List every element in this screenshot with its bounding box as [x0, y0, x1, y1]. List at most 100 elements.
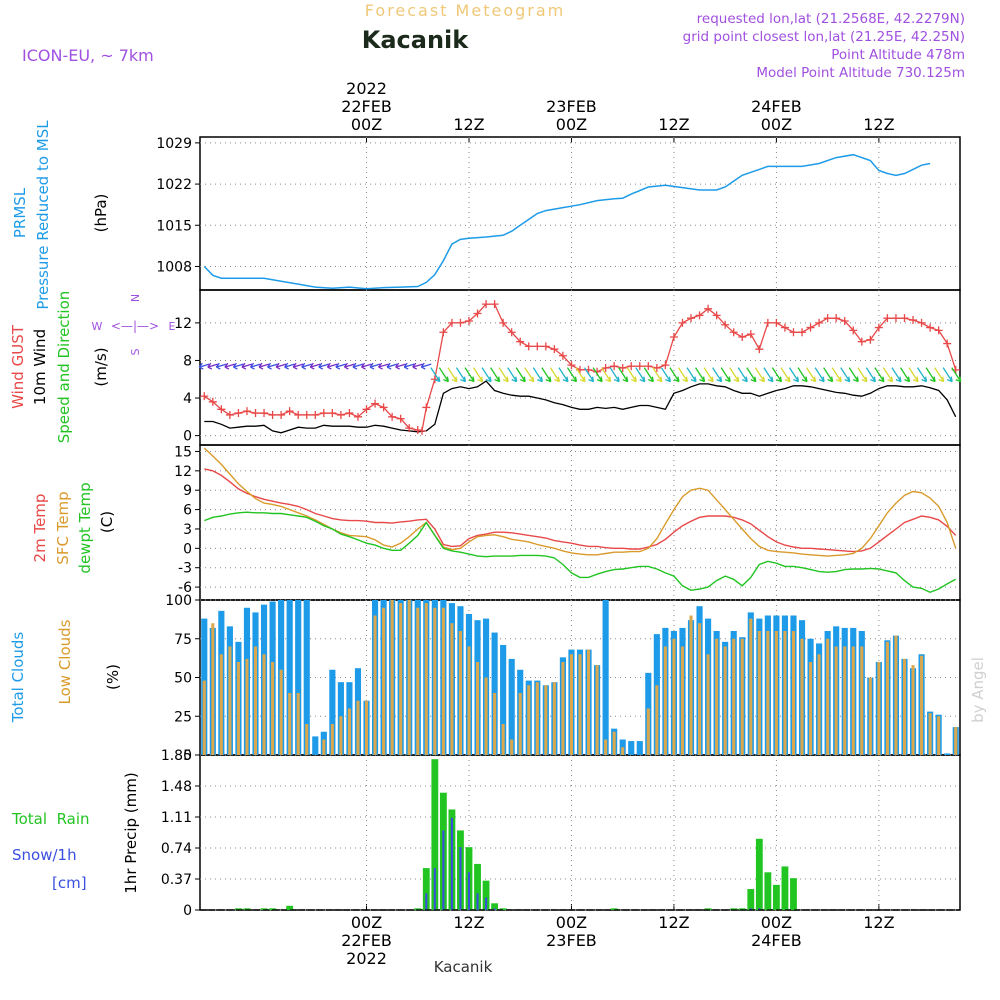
wind10m-line [204, 380, 957, 434]
top-time-label: 24FEB [751, 97, 802, 116]
gust-marker [789, 328, 798, 337]
low-cloud-bar [894, 635, 898, 755]
top-time-label: 00Z [556, 115, 587, 134]
low-cloud-bar [467, 646, 471, 755]
bottom-time-label: 12Z [863, 913, 894, 932]
svg-text:<—|—>: <—|—> [111, 319, 159, 333]
low-cloud-bar [271, 662, 275, 755]
low-cloud-bar [791, 631, 796, 755]
bottom-time-label: 12Z [658, 913, 689, 932]
low-cloud-bar [416, 607, 420, 755]
low-cloud-bar [228, 646, 232, 755]
low-cloud-bar [740, 638, 744, 755]
gust-marker [806, 323, 815, 332]
low-cloud-bar [715, 638, 719, 755]
wind-arrow [292, 362, 304, 370]
snow-bar [442, 830, 445, 910]
gust-marker [558, 351, 567, 360]
wind-arrow [583, 367, 595, 383]
low-cloud-bar [672, 638, 676, 755]
gust-marker [242, 407, 251, 416]
wind-arrow [232, 362, 244, 370]
low-cloud-bar [253, 646, 258, 755]
wind-arrow [823, 367, 834, 383]
low-cloud-bar [424, 603, 428, 755]
low-cloud-bar [236, 662, 240, 755]
wind-arrow [865, 367, 876, 383]
gust-marker [926, 323, 935, 332]
rain-bar [474, 863, 481, 910]
low-cloud-bar [347, 708, 351, 755]
snow-bar [758, 908, 761, 910]
low-cloud-bar [706, 654, 710, 755]
low-cloud-bar [689, 615, 693, 755]
total-cloud-bar [312, 736, 319, 755]
low-cloud-bar [757, 631, 761, 755]
rain-bar [482, 880, 490, 910]
wind-arrow [438, 367, 450, 383]
rain-bar [704, 908, 712, 910]
wind-arrow [549, 367, 561, 383]
rain-bar [260, 908, 268, 910]
dewpt-line [204, 511, 957, 594]
low-cloud-bar [698, 623, 702, 755]
grid-point-coords: grid point closest lon,lat (21.25E, 42.2… [683, 29, 965, 45]
snow-bar [485, 897, 488, 910]
low-cloud-bar [373, 615, 377, 755]
gust-marker [311, 410, 320, 419]
low-cloud-bar [868, 677, 872, 755]
low-cloud-bar [663, 646, 667, 755]
wind-arrow [241, 362, 253, 370]
wind-arrow [635, 367, 646, 383]
y-tick-label: 1.48 [161, 779, 192, 795]
rain-bar [747, 889, 755, 910]
low-cloud-bar [501, 724, 505, 755]
rain-bar [243, 908, 251, 910]
location-title: Kacanik [362, 26, 470, 54]
wind-arrow [908, 367, 919, 383]
bottom-time-label: 24FEB [751, 931, 802, 950]
low-cloud-bar [817, 654, 821, 755]
low-cloud-bar [766, 631, 770, 755]
gust-marker [832, 314, 841, 323]
gust-marker [635, 362, 644, 371]
total-clouds-label: Total Clouds [9, 632, 27, 724]
wind-arrow [618, 367, 629, 383]
wind-speeddir-label: Speed and Direction [55, 291, 73, 444]
gust-marker [550, 345, 559, 354]
low-cloud-bar [202, 680, 206, 755]
wind-arrow [575, 367, 586, 383]
rain-bar [738, 908, 746, 910]
low-cloud-bar [723, 646, 727, 755]
low-cloud-bar [834, 646, 838, 755]
bottom-time-label: 22FEB [341, 931, 392, 950]
gust-marker [482, 300, 491, 309]
low-cloud-bar [433, 607, 437, 755]
low-cloud-bar [288, 693, 292, 755]
wind-arrow [882, 367, 894, 383]
rain-bar [422, 868, 430, 910]
rain-bar [491, 903, 499, 910]
wind-arrow [386, 362, 398, 370]
low-cloud-bar [732, 638, 736, 755]
gust-marker [447, 318, 456, 327]
bottom-time-label: 12Z [453, 913, 484, 932]
rain-bar [269, 908, 276, 910]
wind-arrow [284, 362, 295, 370]
wind-arrow [840, 367, 851, 383]
gust-marker [251, 409, 260, 418]
gust-marker [721, 320, 730, 329]
low-cloud-bar [527, 685, 531, 755]
gust-marker [345, 409, 354, 418]
wind-arrow [660, 367, 672, 383]
gust-marker [763, 318, 772, 327]
wind-arrow [746, 367, 757, 383]
gust-marker [277, 410, 286, 419]
t2m-label: 2m Temp [31, 494, 49, 563]
wind-arrow [917, 367, 928, 383]
svg-text:W: W [92, 320, 103, 333]
low-cloud-bar [826, 638, 830, 755]
gust-marker [874, 323, 883, 332]
wind-arrow [275, 362, 287, 370]
wind-arrow [412, 362, 423, 370]
